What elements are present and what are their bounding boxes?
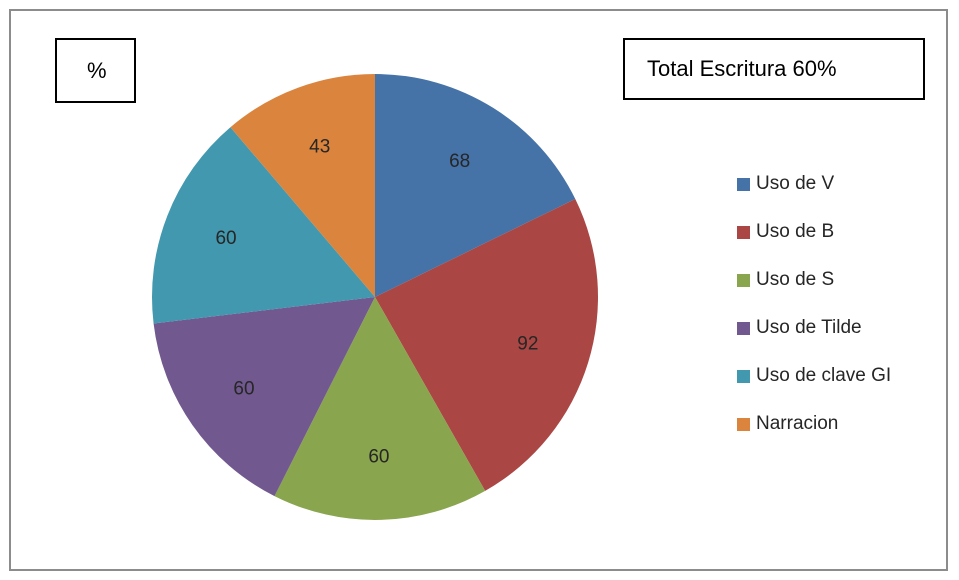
total-label: Total Escritura 60% (647, 56, 837, 82)
legend-swatch (737, 178, 750, 191)
legend-label: Uso de V (756, 173, 834, 195)
legend-label: Uso de B (756, 221, 834, 243)
data-label-uso-de-tilde: 60 (233, 378, 254, 399)
legend-swatch (737, 226, 750, 239)
legend-swatch (737, 274, 750, 287)
legend-label: Uso de S (756, 269, 834, 291)
legend-label: Uso de Tilde (756, 317, 862, 339)
legend-item-narracion: Narracion (737, 400, 891, 448)
unit-label: % (87, 58, 107, 84)
legend-swatch (737, 418, 750, 431)
data-label-uso-de-clave-gi: 60 (215, 228, 236, 249)
legend-item-uso-de-v: Uso de V (737, 160, 891, 208)
total-label-box: Total Escritura 60% (623, 38, 925, 100)
legend-label: Narracion (756, 413, 838, 435)
legend: Uso de V Uso de B Uso de S Uso de Tilde Uso … (737, 160, 891, 448)
legend-item-uso-de-tilde: Uso de Tilde (737, 304, 891, 352)
data-label-uso-de-v: 68 (449, 151, 470, 172)
unit-label-box: % (55, 38, 136, 103)
data-label-uso-de-b: 92 (517, 334, 538, 355)
legend-item-uso-de-clave-gi: Uso de clave GI (737, 352, 891, 400)
legend-swatch (737, 322, 750, 335)
legend-item-uso-de-s: Uso de S (737, 256, 891, 304)
data-label-narracion: 43 (309, 136, 330, 157)
legend-item-uso-de-b: Uso de B (737, 208, 891, 256)
data-label-uso-de-s: 60 (368, 446, 389, 467)
legend-swatch (737, 370, 750, 383)
legend-label: Uso de clave GI (756, 365, 891, 387)
